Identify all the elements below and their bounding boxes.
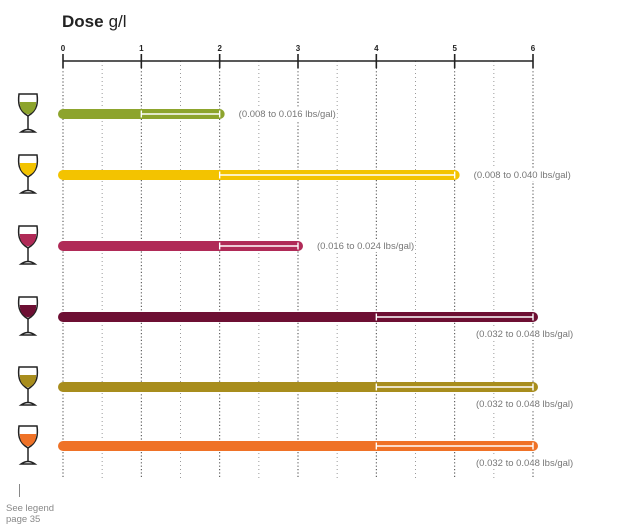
dose-label-bg bbox=[237, 108, 337, 120]
legend-note-line-1: See legend bbox=[6, 503, 55, 514]
dose-label-bg bbox=[475, 398, 575, 410]
wine-glass-icon bbox=[17, 425, 39, 465]
x-tick-label: 2 bbox=[217, 44, 222, 53]
dose-label-bg bbox=[472, 169, 572, 181]
dose-label: (0.032 to 0.048 lbs/gal) bbox=[476, 399, 573, 410]
wine-glass-icon bbox=[17, 366, 39, 406]
wine-glass-icon bbox=[17, 93, 39, 133]
dose-label: (0.016 to 0.024 lbs/gal) bbox=[317, 241, 414, 252]
wine-glass-icon bbox=[17, 225, 39, 265]
wine-glass-icon bbox=[17, 296, 39, 336]
dose-label: (0.032 to 0.048 lbs/gal) bbox=[476, 329, 573, 340]
x-tick-label: 6 bbox=[531, 44, 536, 53]
chart-title: Dose g/l bbox=[62, 12, 127, 32]
legend-note-line-2: page 35 bbox=[6, 514, 41, 525]
x-tick-label: 4 bbox=[374, 44, 379, 53]
dose-label: (0.008 to 0.040 lbs/gal) bbox=[474, 170, 571, 181]
x-tick-label: 5 bbox=[452, 44, 457, 53]
legend-marker bbox=[19, 484, 20, 497]
dose-label-bg bbox=[475, 328, 575, 340]
wine-glass-icon bbox=[17, 154, 39, 194]
title-unit: g/l bbox=[108, 12, 127, 31]
title-bold: Dose bbox=[62, 12, 104, 31]
legend-note: See legend page 35 bbox=[6, 503, 54, 525]
dose-label: (0.032 to 0.048 lbs/gal) bbox=[476, 458, 573, 469]
x-tick-label: 3 bbox=[296, 44, 301, 53]
dose-label-bg bbox=[475, 457, 575, 469]
dose-label-bg bbox=[316, 240, 416, 252]
x-tick-label: 1 bbox=[139, 44, 144, 53]
dose-label: (0.008 to 0.016 lbs/gal) bbox=[239, 109, 336, 120]
x-tick-label: 0 bbox=[61, 44, 66, 53]
